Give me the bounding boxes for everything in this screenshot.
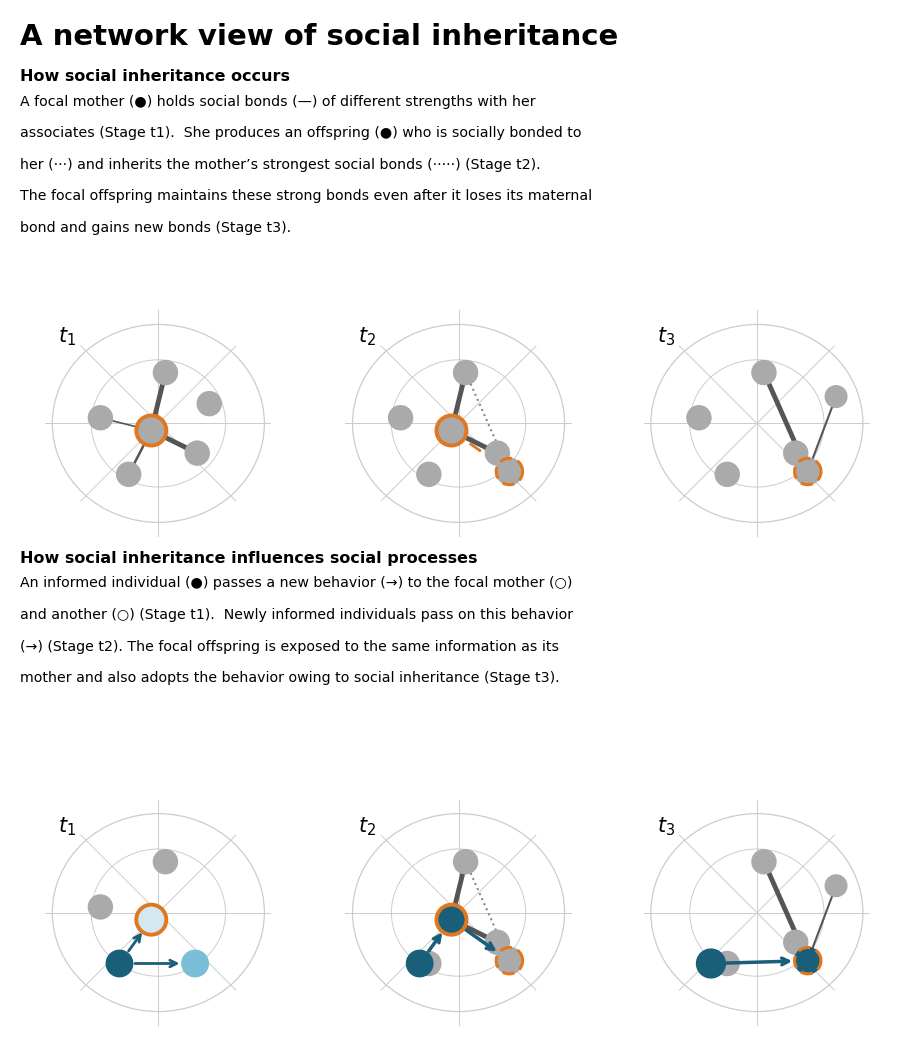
Circle shape	[486, 441, 509, 465]
Circle shape	[752, 361, 776, 385]
Text: An informed individual (●) passes a new behavior (→) to the focal mother (○): An informed individual (●) passes a new …	[20, 576, 573, 590]
Circle shape	[486, 930, 509, 954]
Text: $t_2$: $t_2$	[358, 815, 376, 837]
Text: and another (○) (Stage t1).  Newly informed individuals pass on this behavior: and another (○) (Stage t1). Newly inform…	[20, 608, 574, 622]
Circle shape	[715, 462, 739, 486]
Circle shape	[497, 459, 522, 485]
Text: $t_3$: $t_3$	[656, 326, 675, 348]
Circle shape	[697, 949, 725, 978]
Text: (→) (Stage t2). The focal offspring is exposed to the same information as its: (→) (Stage t2). The focal offspring is e…	[20, 640, 559, 653]
Circle shape	[825, 386, 847, 407]
Circle shape	[752, 850, 776, 874]
Circle shape	[153, 361, 177, 385]
Text: $t_3$: $t_3$	[656, 815, 675, 837]
Circle shape	[407, 950, 433, 976]
Circle shape	[417, 462, 441, 486]
Circle shape	[153, 850, 177, 874]
Text: The focal offspring maintains these strong bonds even after it loses its materna: The focal offspring maintains these stro…	[20, 189, 592, 203]
Circle shape	[88, 406, 112, 430]
Circle shape	[197, 391, 221, 416]
Circle shape	[795, 948, 821, 974]
Text: $t_1$: $t_1$	[58, 326, 76, 348]
Text: How social inheritance influences social processes: How social inheritance influences social…	[20, 551, 477, 566]
Circle shape	[436, 905, 466, 934]
Text: her (···) and inherits the mother’s strongest social bonds (·····) (Stage t2).: her (···) and inherits the mother’s stro…	[20, 158, 541, 171]
Circle shape	[106, 950, 133, 976]
Circle shape	[182, 950, 208, 976]
Circle shape	[715, 951, 739, 975]
Text: mother and also adopts the behavior owing to social inheritance (Stage t3).: mother and also adopts the behavior owin…	[20, 671, 560, 685]
Circle shape	[417, 951, 441, 975]
Text: A focal mother (●) holds social bonds (—) of different strengths with her: A focal mother (●) holds social bonds (—…	[20, 95, 536, 108]
Circle shape	[136, 905, 166, 934]
Circle shape	[88, 895, 112, 919]
Circle shape	[795, 459, 821, 485]
Text: associates (Stage t1).  She produces an offspring (●) who is socially bonded to: associates (Stage t1). She produces an o…	[20, 126, 582, 140]
Circle shape	[784, 930, 808, 954]
Circle shape	[497, 948, 522, 974]
Text: How social inheritance occurs: How social inheritance occurs	[20, 69, 290, 84]
Circle shape	[784, 441, 808, 465]
Text: $t_1$: $t_1$	[58, 815, 76, 837]
Circle shape	[388, 406, 412, 430]
Circle shape	[825, 875, 847, 896]
Text: A network view of social inheritance: A network view of social inheritance	[20, 23, 619, 52]
Circle shape	[117, 462, 140, 486]
Circle shape	[453, 361, 477, 385]
Text: $t_2$: $t_2$	[358, 326, 376, 348]
Circle shape	[185, 441, 209, 465]
Circle shape	[687, 406, 711, 430]
Circle shape	[453, 850, 477, 874]
Circle shape	[136, 416, 166, 445]
Circle shape	[436, 416, 466, 445]
Text: bond and gains new bonds (Stage t3).: bond and gains new bonds (Stage t3).	[20, 221, 291, 235]
